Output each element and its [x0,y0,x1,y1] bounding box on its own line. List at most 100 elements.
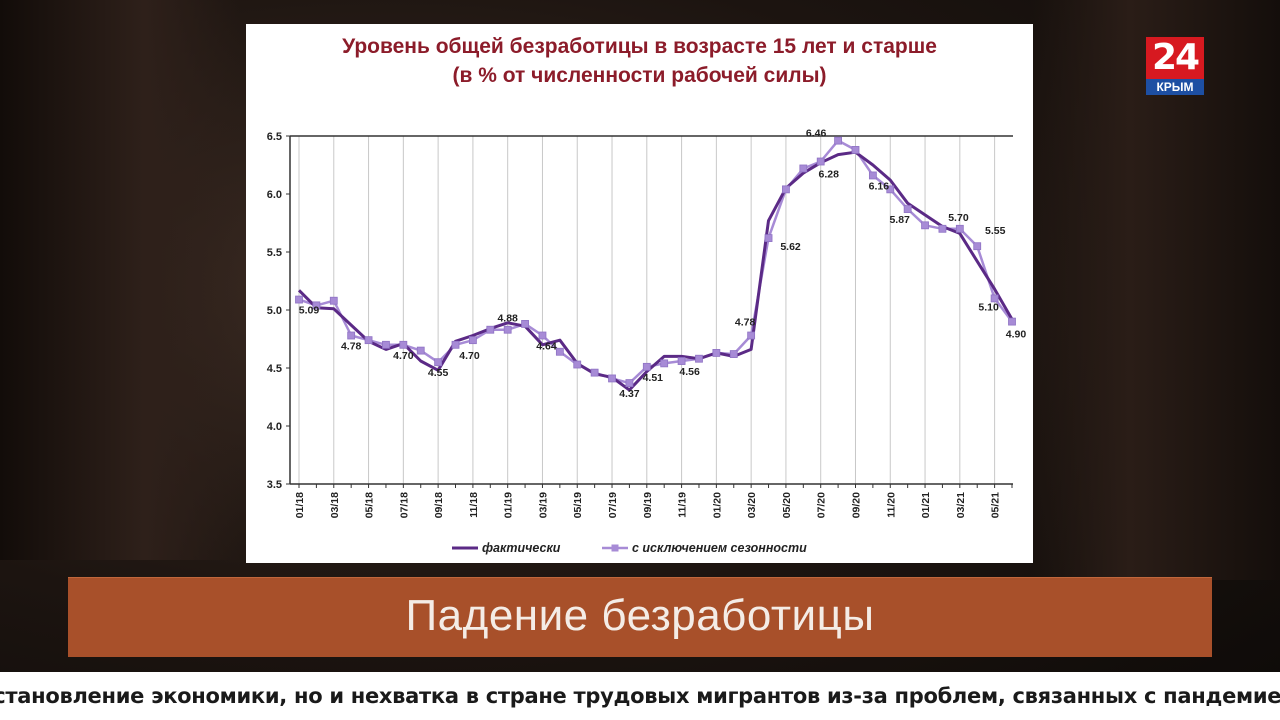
x-tick-label: 05/20 [781,492,793,518]
data-point-marker [677,357,686,365]
data-point-marker [729,350,738,358]
y-tick-label: 4.0 [267,421,282,433]
data-point-marker [555,347,564,356]
x-tick-label: 05/18 [364,492,376,518]
x-tick-label: 09/20 [850,492,862,518]
x-tick-label: 01/19 [503,492,515,518]
x-tick-label: 03/19 [537,492,549,518]
y-tick-label: 5.0 [267,305,282,317]
data-label: 5.09 [299,305,320,317]
data-point-marker [660,359,669,368]
y-tick-label: 4.5 [267,363,282,375]
chart-title: Уровень общей безработицы в возрасте 15 … [246,32,1033,90]
data-label: 5.62 [780,241,801,253]
data-label: 4.56 [679,366,700,378]
y-tick-label: 6.0 [267,189,282,201]
x-tick-label: 09/19 [642,492,654,518]
data-label: 4.64 [536,341,557,353]
data-point-marker [364,336,373,345]
data-label: 6.46 [806,128,827,140]
data-point-marker [712,349,721,357]
data-label: 4.78 [735,317,756,329]
data-point-marker [834,136,842,145]
y-tick-label: 6.5 [267,131,282,143]
grid-lines [298,136,996,484]
data-point-marker [434,358,443,367]
background-left [0,0,240,560]
data-label: 5.70 [948,212,969,224]
chart-title-line1: Уровень общей безработицы в возрасте 15 … [342,35,937,58]
series-actual-line [297,150,1014,392]
data-point-marker [451,340,460,349]
data-point-marker [503,325,512,334]
data-point-marker [955,224,964,233]
data-point-marker [329,296,338,305]
x-tick-label: 05/21 [990,492,1002,518]
ticker-text: восстановление экономики, но и нехватка … [0,684,1280,708]
x-tick-label: 01/18 [294,492,306,518]
x-tick-label: 03/20 [746,492,758,518]
y-tick-label: 3.5 [267,479,282,491]
data-label: 4.90 [1006,329,1027,341]
data-label: 6.16 [869,180,890,192]
legend-marker-adjusted [611,544,619,552]
channel-logo: 24 КРЫМ [1146,37,1204,97]
data-label: 4.78 [341,341,362,353]
x-tick-label: 01/20 [711,492,723,518]
data-point-marker [625,379,634,387]
series-seasonally-adjusted-markers [295,136,1016,387]
data-point-marker [382,340,390,349]
x-tick-label: 03/18 [329,492,341,518]
data-point-marker [642,362,651,371]
x-tick-label: 11/20 [885,492,897,518]
data-point-marker [486,325,495,334]
unemployment-line-chart: 3.5 4.0 4.5 5.0 5.5 6.0 6.5 01/18 03/18 05/18 07/1… [267,128,1027,555]
data-point-marker [347,331,356,340]
data-point-marker [886,185,895,194]
x-tick-label: 07/19 [607,492,619,518]
data-point-marker [399,340,408,349]
x-tick-label: 07/18 [398,492,410,518]
data-point-marker [416,346,425,355]
data-point-marker [538,331,547,340]
channel-logo-name: КРЫМ [1146,79,1204,95]
data-point-marker [764,234,773,242]
data-label: 4.70 [393,350,414,362]
caption-text: Падение безработицы [405,591,875,640]
data-point-marker [990,294,999,303]
data-label: 6.28 [818,169,839,181]
data-label: 4.88 [497,313,518,325]
data-point-marker [799,164,808,173]
data-point-marker [921,221,929,230]
legend-label-adjusted: с исключением сезонности [632,541,807,555]
data-label: 4.51 [643,372,664,384]
x-tick-label: 11/18 [468,492,480,518]
x-tick-label: 01/21 [920,492,932,518]
data-point-marker [469,336,477,345]
data-label: 5.10 [978,301,999,313]
data-point-marker [938,224,947,233]
data-point-marker [747,331,756,340]
background-right [1030,0,1280,580]
x-tick-label: 11/19 [677,492,689,518]
data-point-marker [608,374,616,383]
data-point-marker [521,320,529,328]
x-tick-label: 03/21 [955,492,967,518]
legend: фактически с исключением сезонности [452,541,807,555]
chart-slide: Уровень общей безработицы в возрасте 15 … [246,24,1033,563]
data-point-marker [312,301,321,310]
data-point-marker [295,295,303,304]
data-label: 5.87 [889,214,910,226]
data-point-marker [973,242,982,251]
data-point-marker [816,157,825,166]
data-point-marker [851,146,860,154]
data-point-marker [782,185,790,194]
data-point-marker [868,171,877,180]
news-ticker: восстановление экономики, но и нехватка … [0,672,1280,720]
data-point-marker [903,205,912,213]
caption-bar: Падение безработицы [68,577,1212,657]
data-point-marker [590,368,599,377]
data-point-marker [695,354,703,363]
data-label: 4.55 [428,367,449,379]
data-labels: 5.09 4.78 4.70 4.55 4.70 4.88 4.64 4.374.51 4.56… [299,128,1027,400]
